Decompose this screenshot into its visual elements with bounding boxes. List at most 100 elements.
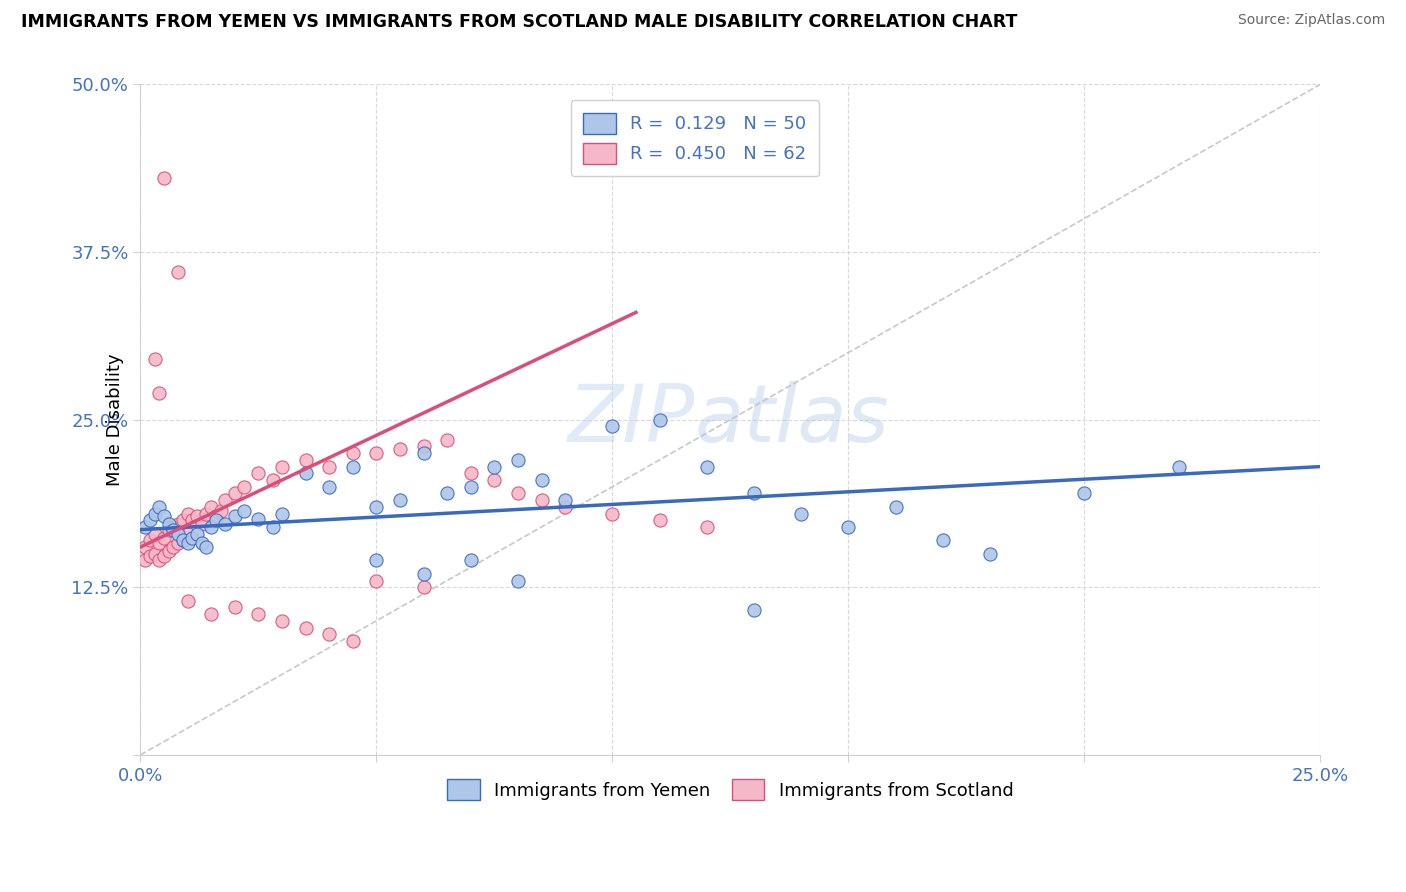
Point [134,553,156,567]
Point [191,536,214,550]
Point [554,493,576,508]
Point [186,509,208,524]
Point [157,517,180,532]
Point [696,459,718,474]
Point [530,473,553,487]
Point [176,526,198,541]
Point [200,500,222,514]
Point [318,480,340,494]
Point [979,547,1001,561]
Point [167,265,190,279]
Point [366,500,388,514]
Point [412,446,434,460]
Point [342,634,364,648]
Point [412,566,434,581]
Point [162,523,184,537]
Point [506,453,529,467]
Point [1073,486,1095,500]
Point [176,507,198,521]
Point [247,467,270,481]
Point [205,513,228,527]
Point [271,459,294,474]
Point [214,493,236,508]
Point [176,593,198,607]
Point [554,500,576,514]
Point [742,603,765,617]
Point [224,486,246,500]
Point [602,419,624,434]
Point [172,533,194,548]
Point [931,533,953,548]
Point [200,607,222,621]
Point [143,547,166,561]
Point [837,520,859,534]
Point [648,412,671,426]
Point [148,500,170,514]
Point [181,513,204,527]
Point [247,607,270,621]
Point [172,533,194,548]
Point [318,627,340,641]
Point [162,520,184,534]
Point [153,531,176,545]
Point [318,459,340,474]
Point [172,513,194,527]
Legend: Immigrants from Yemen, Immigrants from Scotland: Immigrants from Yemen, Immigrants from S… [434,767,1026,813]
Point [790,507,813,521]
Point [139,549,162,564]
Point [388,493,411,508]
Point [139,533,162,548]
Point [153,171,176,186]
Text: IMMIGRANTS FROM YEMEN VS IMMIGRANTS FROM SCOTLAND MALE DISABILITY CORRELATION CH: IMMIGRANTS FROM YEMEN VS IMMIGRANTS FROM… [21,13,1018,31]
Point [412,440,434,454]
Point [271,507,294,521]
Point [139,513,162,527]
Point [143,526,166,541]
Point [366,574,388,588]
Point [648,513,671,527]
Point [884,500,907,514]
Point [247,512,270,526]
Point [484,459,506,474]
Point [294,453,316,467]
Point [484,473,506,487]
Point [460,480,482,494]
Point [157,544,180,558]
Point [436,486,458,500]
Point [195,540,218,554]
Point [530,493,553,508]
Point [506,486,529,500]
Point [181,531,204,545]
Point [148,536,170,550]
Point [143,352,166,367]
Point [388,442,411,457]
Point [167,526,190,541]
Point [271,614,294,628]
Point [602,507,624,521]
Point [167,536,190,550]
Point [148,385,170,400]
Point [342,459,364,474]
Point [162,540,184,554]
Point [460,467,482,481]
Point [134,540,156,554]
Point [342,446,364,460]
Point [294,467,316,481]
Point [200,520,222,534]
Point [148,553,170,567]
Y-axis label: Male Disability: Male Disability [105,353,124,486]
Point [214,517,236,532]
Text: ZIP: ZIP [568,381,695,458]
Point [233,480,256,494]
Point [176,536,198,550]
Point [157,523,180,537]
Point [143,507,166,521]
Point [224,600,246,615]
Point [233,504,256,518]
Point [294,620,316,634]
Point [262,520,284,534]
Point [191,517,214,532]
Point [224,509,246,524]
Point [412,580,434,594]
Point [696,520,718,534]
